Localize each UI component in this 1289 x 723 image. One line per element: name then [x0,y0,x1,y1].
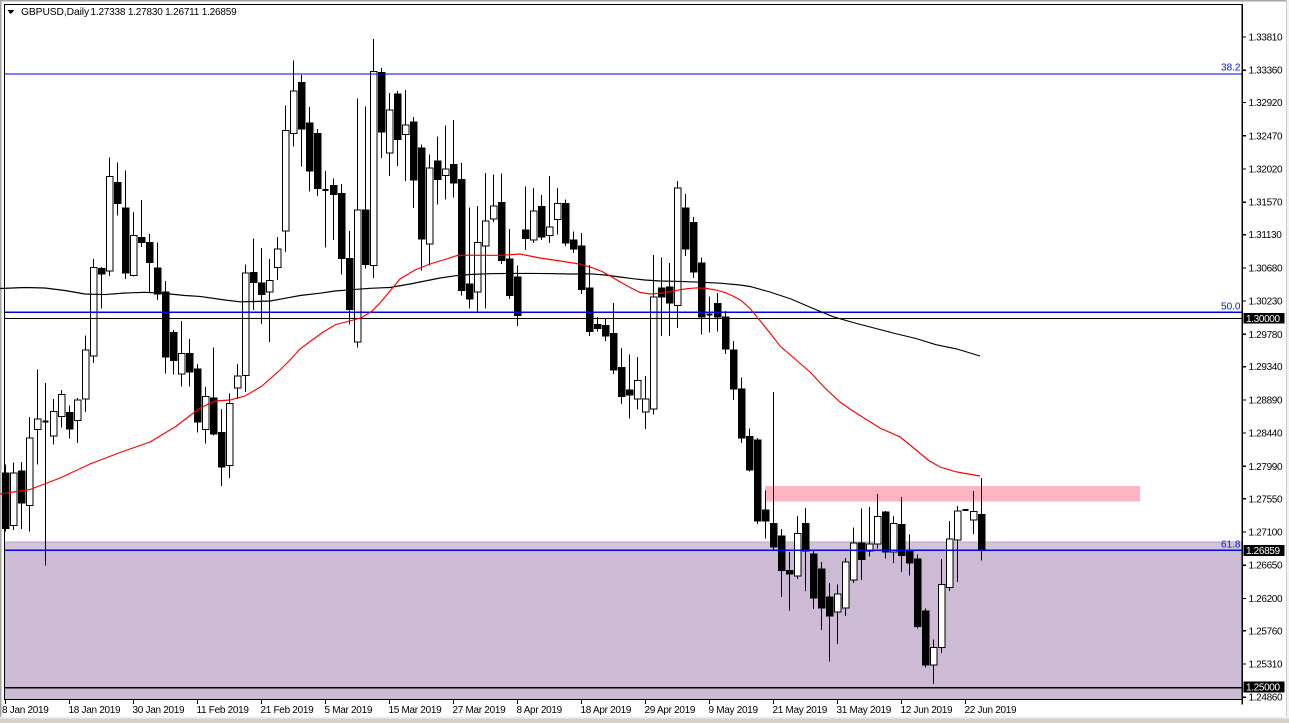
svg-text:12 Jun 2019: 12 Jun 2019 [901,705,953,716]
svg-text:5 Mar 2019: 5 Mar 2019 [325,705,373,716]
svg-text:1.33810: 1.33810 [1249,33,1283,44]
svg-text:1.28440: 1.28440 [1249,429,1283,440]
svg-text:1.25000: 1.25000 [1246,683,1280,694]
svg-text:1.29780: 1.29780 [1249,330,1283,341]
svg-text:29 Apr 2019: 29 Apr 2019 [645,705,696,716]
svg-text:1.31570: 1.31570 [1249,198,1283,209]
svg-text:38.2: 38.2 [1221,63,1241,74]
svg-text:1.27550: 1.27550 [1249,494,1283,505]
svg-text:8 Jan 2019: 8 Jan 2019 [2,705,49,716]
svg-text:22 Jun 2019: 22 Jun 2019 [965,705,1017,716]
svg-text:15 Mar 2019: 15 Mar 2019 [389,705,443,716]
svg-text:GBPUSD,Daily: GBPUSD,Daily [21,7,90,18]
svg-text:61.8: 61.8 [1221,540,1241,551]
svg-text:1.25310: 1.25310 [1249,660,1283,671]
svg-text:11 Feb 2019: 11 Feb 2019 [197,705,250,716]
svg-text:1.30000: 1.30000 [1246,314,1280,325]
svg-text:1.27990: 1.27990 [1249,462,1283,473]
svg-text:1.26200: 1.26200 [1249,594,1283,605]
svg-text:18 Apr 2019: 18 Apr 2019 [581,705,632,716]
svg-text:18 Jan 2019: 18 Jan 2019 [69,705,121,716]
svg-text:30 Jan 2019: 30 Jan 2019 [133,705,185,716]
svg-text:1.29340: 1.29340 [1249,362,1283,373]
svg-text:1.24860: 1.24860 [1249,693,1283,704]
svg-text:1.26650: 1.26650 [1249,561,1283,572]
svg-text:1.26859: 1.26859 [1246,546,1280,557]
svg-text:1.30230: 1.30230 [1249,297,1283,308]
svg-text:1.25760: 1.25760 [1249,626,1283,637]
svg-text:1.30680: 1.30680 [1249,263,1283,274]
svg-text:21 Feb 2019: 21 Feb 2019 [261,705,315,716]
svg-text:1.28890: 1.28890 [1249,395,1283,406]
svg-text:1.27338 1.27830 1.26711 1.2685: 1.27338 1.27830 1.26711 1.26859 [91,7,238,18]
svg-text:31 May 2019: 31 May 2019 [837,705,892,716]
svg-text:27 Mar 2019: 27 Mar 2019 [453,705,507,716]
svg-text:1.32920: 1.32920 [1249,98,1283,109]
svg-text:21 May 2019: 21 May 2019 [773,705,828,716]
svg-text:1.32020: 1.32020 [1249,165,1283,176]
svg-text:8 Apr 2019: 8 Apr 2019 [517,705,563,716]
svg-text:9 May 2019: 9 May 2019 [709,705,759,716]
svg-text:1.27100: 1.27100 [1249,528,1283,539]
svg-text:1.32470: 1.32470 [1249,131,1283,142]
svg-text:1.31130: 1.31130 [1249,230,1283,241]
svg-text:1.33360: 1.33360 [1249,66,1283,77]
svg-text:50.0: 50.0 [1221,302,1241,313]
